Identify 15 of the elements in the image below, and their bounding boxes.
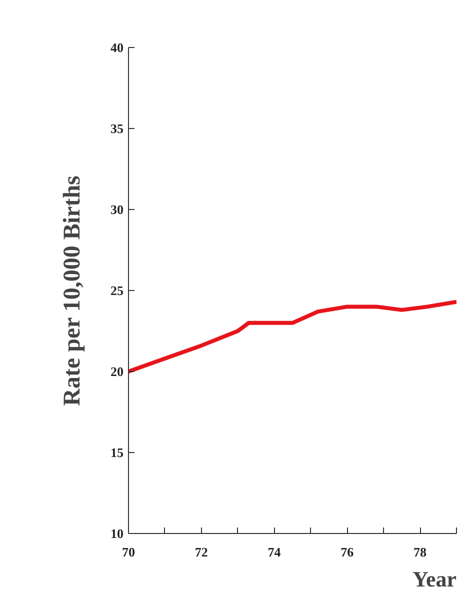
y-axis-title: Rate per 10,000 Births	[60, 176, 86, 406]
y-tick-label: 25	[110, 283, 124, 298]
y-tick-label: 40	[110, 40, 124, 55]
y-tick-label: 35	[110, 121, 124, 136]
x-tick-label: 74	[268, 544, 282, 560]
x-tick-label: 76	[340, 544, 354, 560]
x-tick-label: 70	[122, 544, 135, 560]
x-tick-label: 78	[414, 544, 428, 560]
x-axis-title: Year	[412, 566, 457, 592]
y-tick-label: 30	[110, 202, 124, 217]
y-tick-label: 10	[110, 526, 124, 541]
x-tick-label: 72	[194, 544, 208, 560]
y-tick-label: 20	[110, 364, 124, 379]
y-tick-label: 15	[110, 445, 124, 460]
line-series	[128, 300, 456, 374]
